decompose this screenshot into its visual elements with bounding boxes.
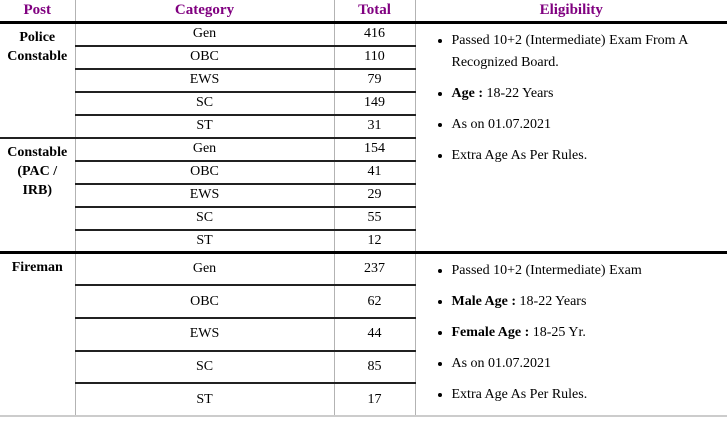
category-cell: SC: [74, 350, 334, 385]
table-row: ST 17: [0, 383, 727, 416]
eligibility-item: Male Age : 18-22 Years: [452, 291, 722, 313]
eligibility-cell-constable: Passed 10+2 (Intermediate) Exam From A R…: [414, 22, 727, 254]
table-row: EWS 44: [0, 317, 727, 352]
category-cell: OBC: [74, 285, 334, 319]
total-cell: 17: [333, 383, 415, 416]
col-header-category: Category: [74, 0, 334, 24]
eligibility-cell-fireman: Passed 10+2 (Intermediate) Exam Male Age…: [414, 252, 727, 416]
table-row: ST 12: [0, 229, 727, 254]
eligibility-item: Passed 10+2 (Intermediate) Exam From A R…: [452, 30, 722, 74]
total-cell: 79: [333, 68, 415, 93]
table-row: SC 149: [0, 91, 727, 116]
total-cell: 44: [333, 317, 415, 352]
category-cell: Gen: [74, 22, 334, 47]
col-header-eligibility: Eligibility: [414, 0, 727, 24]
total-cell: 31: [333, 114, 415, 139]
post-cell-constable-pac-irb: Constable (PAC / IRB): [0, 137, 75, 254]
total-cell: 29: [333, 183, 415, 208]
eligibility-item: Female Age : 18-25 Yr.: [452, 322, 722, 344]
category-cell: OBC: [74, 160, 334, 185]
eligibility-item: Passed 10+2 (Intermediate) Exam: [452, 260, 722, 282]
total-cell: 41: [333, 160, 415, 185]
total-cell: 85: [333, 350, 415, 385]
category-cell: ST: [74, 114, 334, 139]
eligibility-item: Extra Age As Per Rules.: [452, 384, 722, 406]
total-cell: 154: [333, 137, 415, 162]
category-cell: ST: [74, 229, 334, 254]
eligibility-item: As on 01.07.2021: [452, 114, 722, 136]
category-cell: EWS: [74, 68, 334, 93]
table-row: EWS 79: [0, 68, 727, 93]
eligibility-item: As on 01.07.2021: [452, 353, 722, 375]
total-cell: 237: [333, 252, 415, 287]
total-cell: 55: [333, 206, 415, 231]
vacancy-eligibility-table: Post Category Total Eligibility Police C…: [0, 0, 727, 417]
table-row: OBC 110: [0, 45, 727, 70]
eligibility-list-fireman: Passed 10+2 (Intermediate) Exam Male Age…: [422, 260, 722, 406]
table-row: OBC 41: [0, 160, 727, 185]
category-cell: OBC: [74, 45, 334, 70]
total-cell: 12: [333, 229, 415, 254]
total-cell: 416: [333, 22, 415, 47]
eligibility-item: Extra Age As Per Rules.: [452, 145, 722, 167]
table-row: OBC 62: [0, 285, 727, 319]
total-cell: 62: [333, 285, 415, 319]
category-cell: EWS: [74, 183, 334, 208]
category-cell: EWS: [74, 317, 334, 352]
category-cell: SC: [74, 91, 334, 116]
total-cell: 110: [333, 45, 415, 70]
category-cell: Gen: [74, 252, 334, 287]
post-cell-fireman: Fireman: [11, 260, 63, 275]
category-cell: Gen: [74, 137, 334, 162]
table-row: SC 55: [0, 206, 727, 231]
category-cell: SC: [74, 206, 334, 231]
col-header-post: Post: [0, 0, 75, 24]
table-row: EWS 29: [0, 183, 727, 208]
col-header-total: Total: [333, 0, 415, 24]
post-cell-police-constable: Police Constable: [0, 22, 75, 139]
table-header-row: Post Category Total Eligibility: [0, 0, 727, 24]
total-cell: 149: [333, 91, 415, 116]
table-row: SC 85: [0, 350, 727, 385]
table-row: Fireman Gen 237 Passed 10+2 (Intermediat…: [0, 252, 727, 416]
table-row: Constable (PAC / IRB) Gen 154: [0, 137, 727, 254]
eligibility-item: Age : 18-22 Years: [452, 83, 722, 105]
table-row: Police Constable Gen 416 Passed 10+2 (In…: [0, 22, 727, 254]
category-cell: ST: [74, 383, 334, 416]
table-row: ST 31: [0, 114, 727, 139]
eligibility-list-constable: Passed 10+2 (Intermediate) Exam From A R…: [422, 30, 722, 167]
